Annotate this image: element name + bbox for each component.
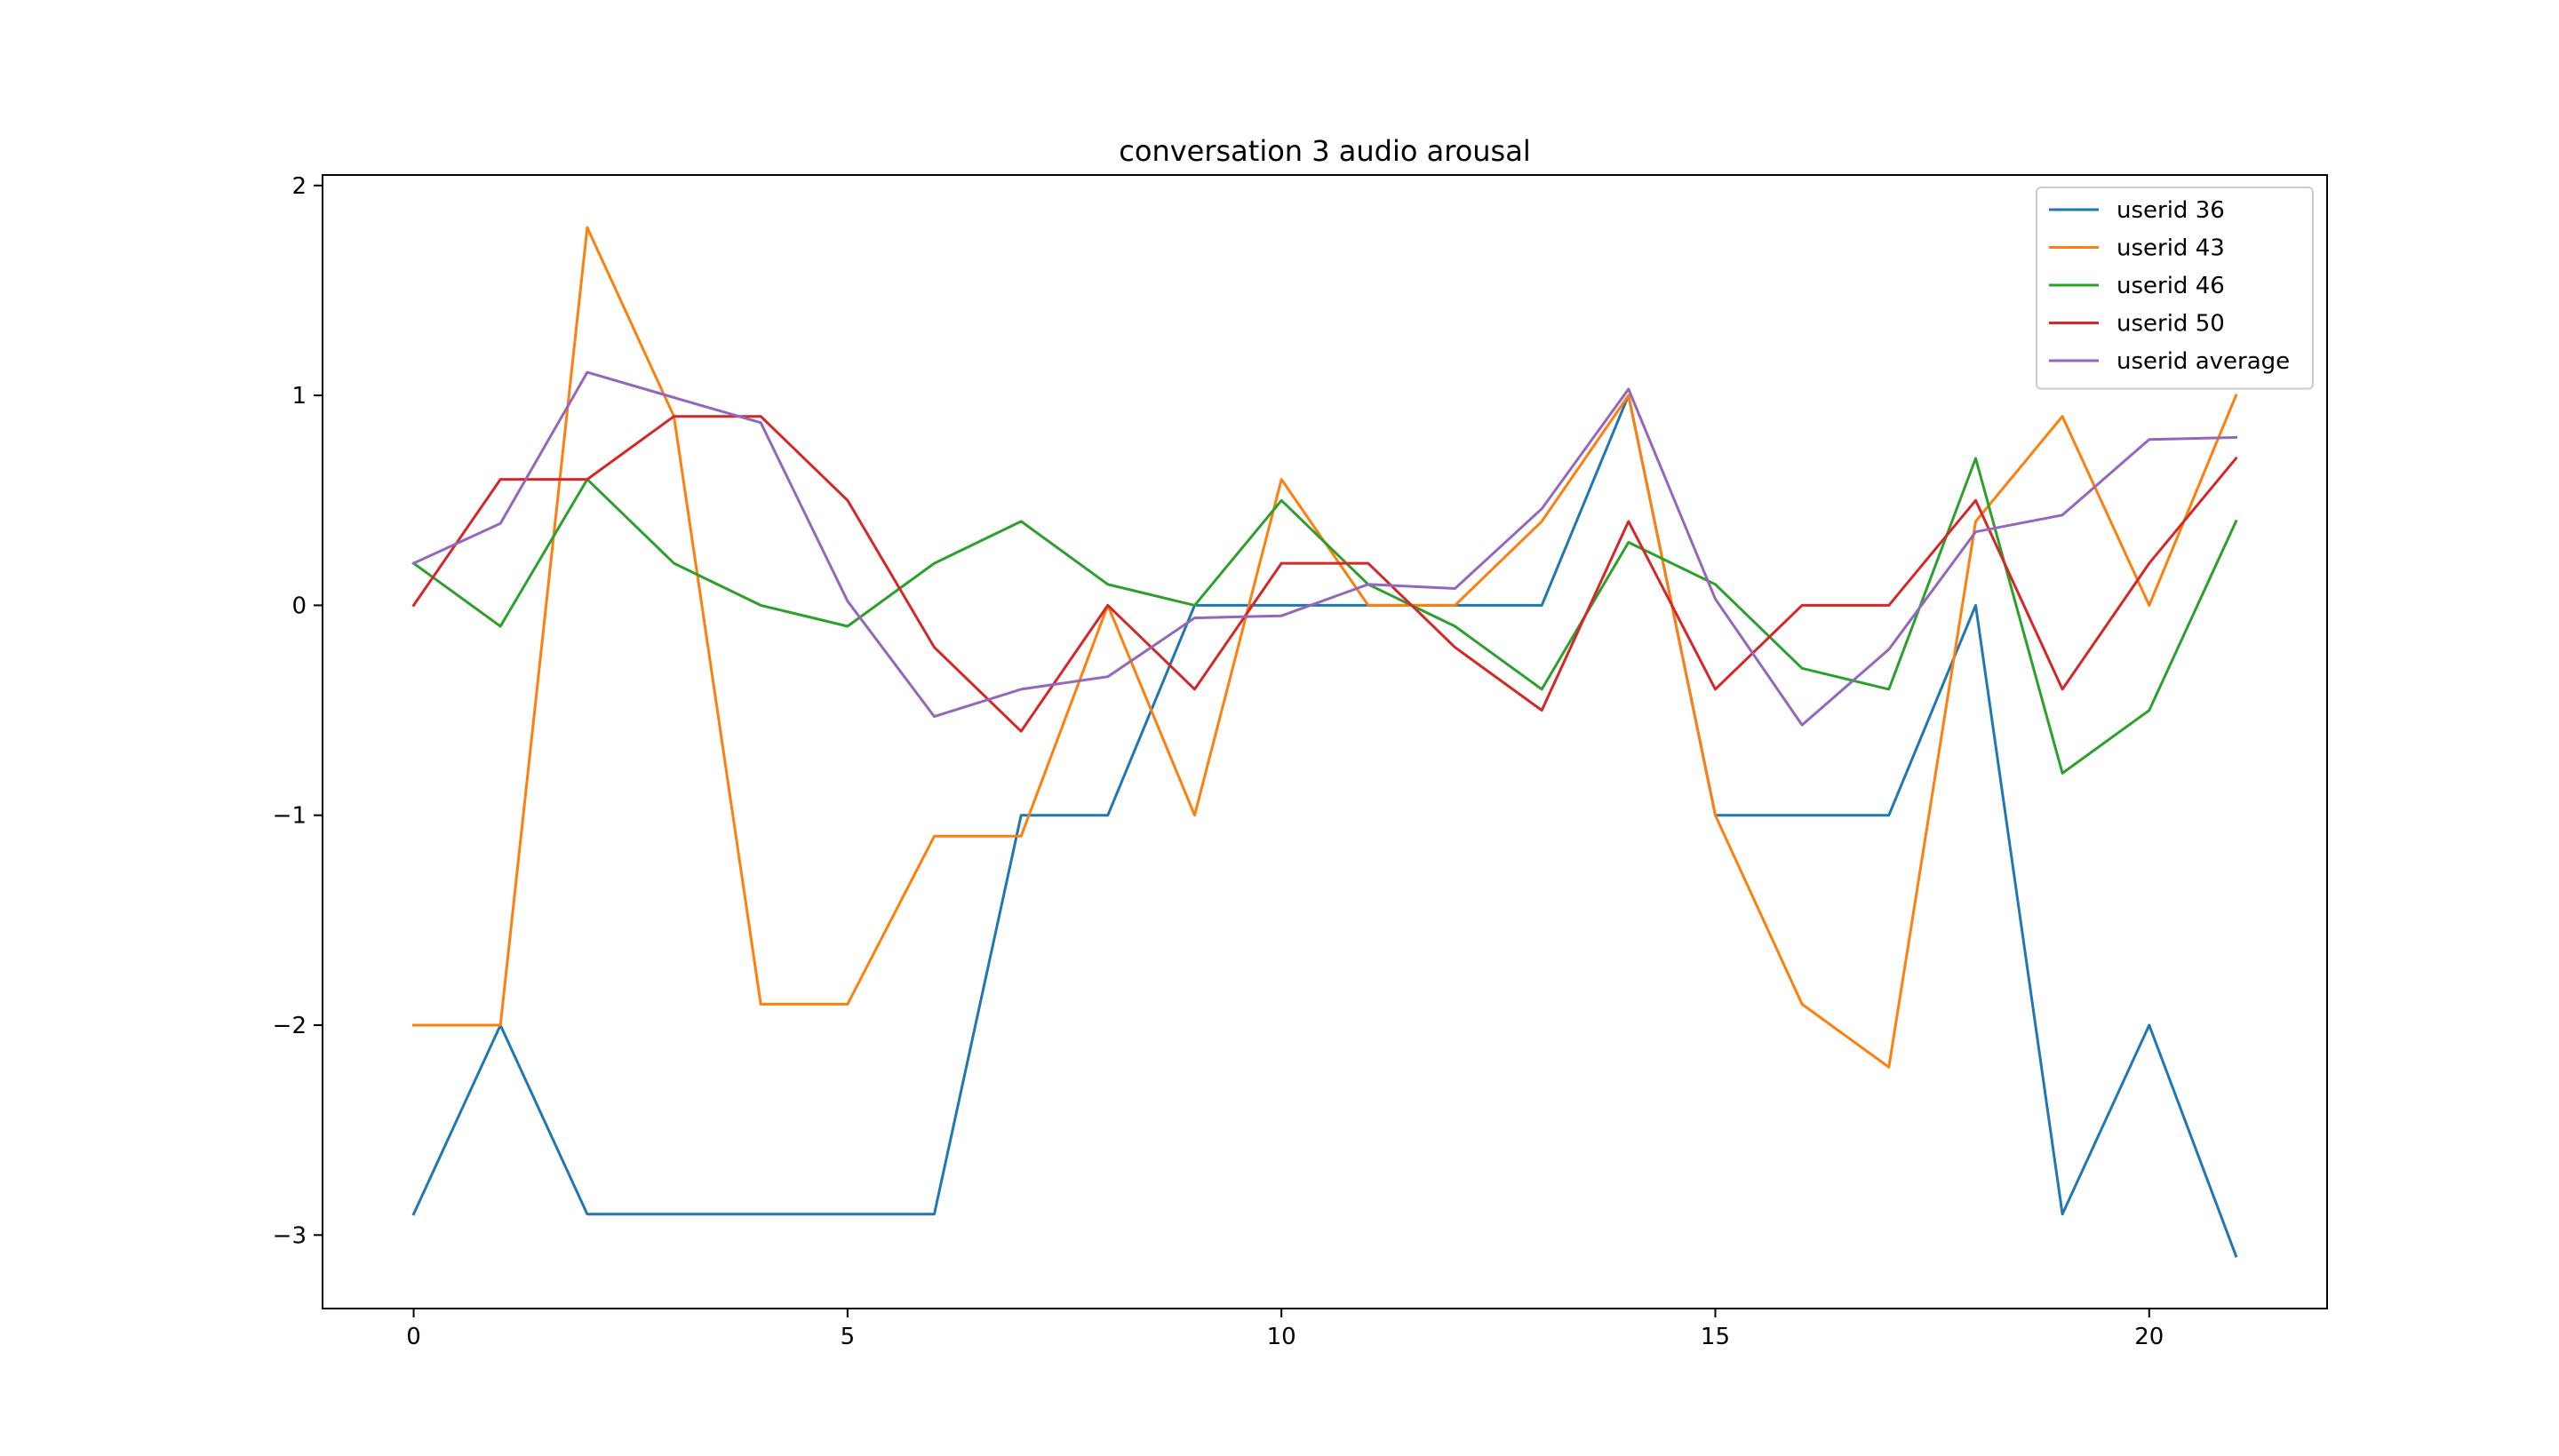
- x-tick-label: 20: [2134, 1324, 2164, 1350]
- x-axis: 0 5 10 15 20: [406, 1309, 2164, 1350]
- legend-label-1: userid 43: [2117, 235, 2225, 262]
- series-line-4: [411, 370, 2238, 727]
- x-tick-label: 10: [1267, 1324, 1296, 1350]
- y-tick-label: 2: [291, 173, 307, 200]
- series-layer: [411, 226, 2238, 1258]
- legend-label-3: userid 50: [2117, 311, 2225, 338]
- series-line-0: [411, 394, 2238, 1258]
- x-tick-label: 15: [1701, 1324, 1730, 1350]
- series-line-2: [411, 457, 2238, 775]
- y-tick-label: −2: [273, 1013, 307, 1039]
- legend-label-0: userid 36: [2117, 197, 2225, 224]
- x-tick-label: 5: [841, 1324, 856, 1350]
- legend-label-4: userid average: [2117, 348, 2290, 375]
- y-tick-label: −3: [273, 1222, 307, 1249]
- series-line-3: [411, 415, 2238, 733]
- legend-label-2: userid 46: [2117, 273, 2225, 299]
- y-tick-label: −1: [273, 803, 307, 830]
- plot-frame: [322, 174, 2328, 1309]
- legend-box: [2036, 187, 2314, 390]
- x-tick-label: 0: [406, 1324, 421, 1350]
- chart-title: conversation 3 audio arousal: [1119, 134, 1530, 168]
- legend: userid 36 userid 43 userid 46 userid 50 user…: [2036, 187, 2314, 390]
- y-tick-label: 1: [291, 383, 307, 410]
- y-tick-label: 0: [291, 593, 307, 619]
- y-axis: −3 −2 −1 0 1 2: [273, 173, 323, 1249]
